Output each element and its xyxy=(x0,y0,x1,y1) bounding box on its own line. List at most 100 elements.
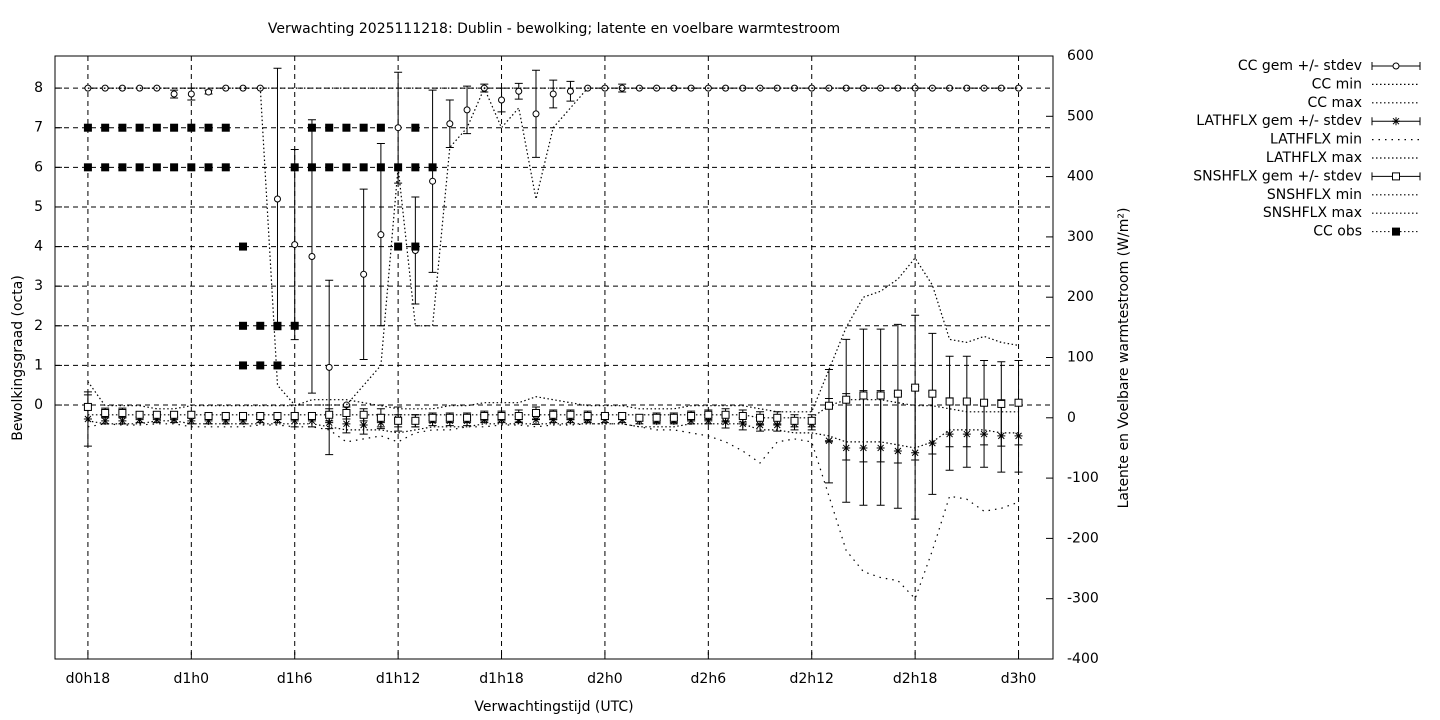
marker-shape xyxy=(101,163,110,172)
marker-square xyxy=(221,411,230,420)
marker-shape xyxy=(187,410,196,419)
marker-shape xyxy=(514,411,523,420)
marker-square xyxy=(945,397,954,406)
marker-shape xyxy=(1392,117,1400,126)
marker-shape xyxy=(962,397,971,406)
marker-shape xyxy=(256,411,265,420)
marker-filled-square xyxy=(411,242,420,251)
marker-shape xyxy=(204,163,213,172)
marker-square xyxy=(273,411,282,420)
marker-shape xyxy=(566,87,574,95)
marker-filled-square xyxy=(394,242,403,251)
marker-filled-square xyxy=(359,123,368,132)
marker-shape xyxy=(187,163,196,172)
marker-square xyxy=(135,410,144,419)
marker-square xyxy=(980,398,989,407)
marker-circle xyxy=(1392,62,1400,70)
marker-shape xyxy=(704,416,713,425)
y2-tick-label: -100 xyxy=(1067,470,1099,486)
y2-tick-label: -400 xyxy=(1067,651,1099,667)
marker-asterisk xyxy=(704,416,713,425)
marker-asterisk xyxy=(531,415,540,424)
marker-filled-square xyxy=(135,163,144,172)
marker-filled-square xyxy=(221,163,230,172)
marker-shape xyxy=(256,361,265,370)
marker-shape xyxy=(445,413,454,422)
marker-shape xyxy=(83,163,92,172)
y2-tick-label: 300 xyxy=(1067,229,1094,245)
marker-shape xyxy=(135,410,144,419)
marker-filled-square xyxy=(152,123,161,132)
marker-shape xyxy=(738,419,747,428)
marker-shape xyxy=(101,416,110,425)
marker-shape xyxy=(1392,62,1400,70)
marker-shape xyxy=(928,389,937,398)
y2-tick-label: 400 xyxy=(1067,169,1094,185)
marker-square xyxy=(514,411,523,420)
marker-asterisk xyxy=(101,416,110,425)
x-tick-label: d1h12 xyxy=(376,671,420,687)
marker-filled-square xyxy=(83,163,92,172)
marker-asterisk xyxy=(325,418,334,427)
marker-square xyxy=(566,410,575,419)
marker-shape xyxy=(824,401,833,410)
marker-shape xyxy=(463,106,471,114)
legend-label: LATHFLX min xyxy=(1270,132,1362,148)
marker-square xyxy=(290,411,299,420)
marker-shape xyxy=(549,410,558,419)
marker-square xyxy=(531,408,540,417)
marker-shape xyxy=(515,87,523,95)
y-tick-label: 3 xyxy=(34,278,43,294)
marker-filled-square xyxy=(290,163,299,172)
y-tick-label: 4 xyxy=(34,239,43,255)
marker-shape xyxy=(635,413,644,422)
y2-tick-label: 100 xyxy=(1067,350,1094,366)
marker-shape xyxy=(359,410,368,419)
x-tick-label: d3h0 xyxy=(1001,671,1037,687)
marker-square xyxy=(773,413,782,422)
marker-shape xyxy=(290,416,299,425)
marker-square xyxy=(756,413,765,422)
marker-shape xyxy=(135,163,144,172)
x-tick-label: d0h18 xyxy=(66,671,110,687)
chart-title: Verwachting 2025111218: Dublin - bewolki… xyxy=(268,21,840,37)
marker-shape xyxy=(342,408,351,417)
marker-shape xyxy=(498,96,506,104)
y-tick-label: 5 xyxy=(34,199,43,215)
marker-shape xyxy=(291,241,299,249)
marker-shape xyxy=(221,411,230,420)
marker-circle xyxy=(136,84,144,92)
marker-shape xyxy=(342,123,351,132)
y2-tick-label: 500 xyxy=(1067,108,1094,124)
y-tick-label: 7 xyxy=(34,120,43,136)
marker-square xyxy=(842,395,851,404)
marker-shape xyxy=(652,413,661,422)
marker-filled-square xyxy=(83,123,92,132)
marker-filled-square xyxy=(170,163,179,172)
legend-label: CC min xyxy=(1312,76,1362,92)
marker-square xyxy=(790,416,799,425)
marker-filled-square xyxy=(394,163,403,172)
marker-filled-square xyxy=(204,163,213,172)
marker-filled-square xyxy=(342,123,351,132)
marker-square xyxy=(307,411,316,420)
marker-circle xyxy=(498,96,506,104)
marker-asterisk xyxy=(290,416,299,425)
marker-shape xyxy=(118,163,127,172)
marker-shape xyxy=(325,410,334,419)
marker-square xyxy=(962,397,971,406)
marker-shape xyxy=(377,231,385,239)
marker-filled-square xyxy=(256,361,265,370)
marker-square xyxy=(687,411,696,420)
marker-shape xyxy=(429,177,437,185)
marker-shape xyxy=(721,410,730,419)
marker-shape xyxy=(411,163,420,172)
marker-filled-square xyxy=(118,163,127,172)
marker-shape xyxy=(411,242,420,251)
marker-shape xyxy=(532,110,540,118)
marker-shape xyxy=(359,123,368,132)
y2-tick-label: -300 xyxy=(1067,591,1099,607)
marker-shape xyxy=(290,321,299,330)
x-tick-label: d2h18 xyxy=(893,671,937,687)
marker-shape xyxy=(463,413,472,422)
